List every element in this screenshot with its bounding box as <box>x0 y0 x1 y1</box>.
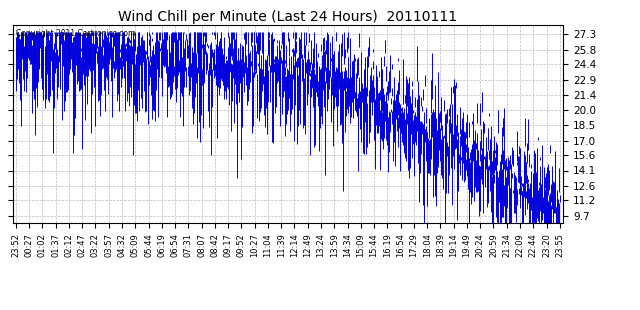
Text: Copyright 2011 Cartronics.com: Copyright 2011 Cartronics.com <box>15 29 135 38</box>
Title: Wind Chill per Minute (Last 24 Hours)  20110111: Wind Chill per Minute (Last 24 Hours) 20… <box>118 10 458 24</box>
